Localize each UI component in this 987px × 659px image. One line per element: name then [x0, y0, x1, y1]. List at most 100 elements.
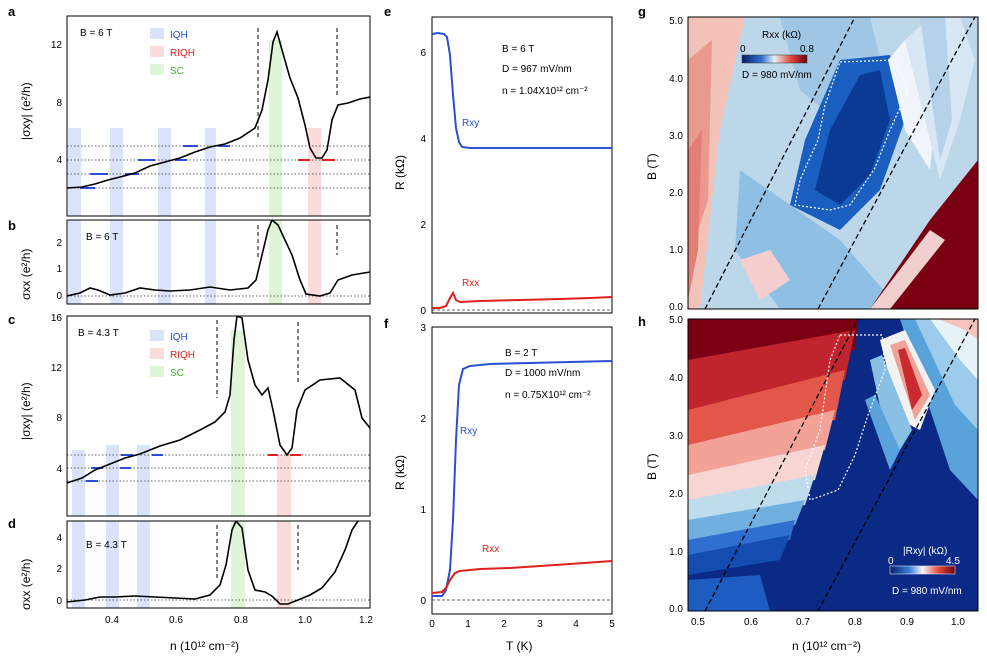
svg-text:0.7: 0.7	[796, 617, 810, 628]
panel-g-dashed-lines	[704, 16, 976, 310]
svg-text:2: 2	[56, 238, 62, 249]
panel-e-yticks: 0 2 4 6	[420, 48, 426, 317]
svg-text:1.0: 1.0	[669, 245, 683, 256]
panel-f-rxy-label: Rxy	[460, 426, 477, 437]
svg-text:1: 1	[465, 619, 471, 630]
panel-h-sc-contour	[804, 334, 886, 501]
legend-sc-swatch	[150, 64, 164, 75]
panel-a-plateau-bars	[80, 145, 335, 189]
panel-e-rxy-curve	[431, 31, 612, 149]
panel-c-label: c	[8, 312, 15, 327]
svg-text:16: 16	[51, 313, 63, 324]
panel-b-ylabel: σxx (e²/h)	[19, 249, 33, 300]
panel-d-yticks: 0 2 4	[56, 533, 62, 607]
svg-text:1: 1	[420, 505, 426, 516]
svg-text:12: 12	[51, 363, 63, 374]
left-xticks: 0.4 0.6 0.8 1.0 1.2	[105, 615, 373, 626]
svg-text:0.6: 0.6	[744, 617, 758, 628]
panel-d-sigma-xx-curve	[67, 521, 359, 605]
panel-e-rxx-curve	[432, 290, 613, 309]
legend-c-sc: SC	[170, 368, 184, 379]
panel-d-frame	[66, 520, 371, 609]
panel-h-frame	[687, 318, 979, 612]
legend-riqh-swatch	[150, 46, 164, 57]
panel-b-dashed-markers	[257, 225, 338, 260]
panel-h-colorbar	[889, 565, 956, 575]
panel-e-rxy-label: Rxy	[462, 118, 479, 129]
svg-text:4: 4	[420, 134, 426, 145]
panel-h-cbar-title: |Rxy| (kΩ)	[903, 546, 947, 557]
panel-b-yticks: 0 1 2	[56, 238, 62, 302]
panel-e-line3: n = 1.04X10¹² cm⁻²	[502, 86, 588, 97]
svg-text:5.0: 5.0	[669, 16, 683, 27]
svg-text:2.0: 2.0	[669, 489, 683, 500]
svg-text:2: 2	[420, 220, 426, 231]
svg-text:1.0: 1.0	[951, 617, 965, 628]
panel-b-shading	[68, 220, 321, 304]
panel-e-label: e	[384, 4, 391, 19]
svg-text:4: 4	[573, 619, 579, 630]
panel-g-sc-contour	[794, 59, 909, 211]
svg-text:8: 8	[56, 413, 62, 424]
panel-d-shading	[72, 521, 291, 608]
svg-text:5: 5	[609, 619, 615, 630]
panel-e-frame	[431, 16, 613, 314]
mid-xticks: 0 1 2 3 4 5	[429, 619, 615, 630]
panel-c-shading	[72, 330, 291, 516]
panel-c-plateau-bars	[86, 454, 301, 482]
panel-f-line1: B = 2 T	[505, 348, 537, 359]
svg-text:0.0: 0.0	[669, 302, 683, 313]
svg-text:1.0: 1.0	[298, 615, 312, 626]
panel-h-ylabel: B (T)	[645, 453, 659, 480]
svg-text:0.8: 0.8	[234, 615, 248, 626]
right-xlabel: n (10¹² cm⁻²)	[792, 639, 861, 653]
panel-a-sigma-xy-curve	[67, 29, 370, 189]
panel-d-dashed-markers	[216, 525, 299, 580]
legend-sc: SC	[170, 66, 184, 77]
legend-c-iqh-swatch	[150, 330, 164, 341]
svg-text:0.8: 0.8	[848, 617, 862, 628]
svg-text:0: 0	[429, 619, 435, 630]
svg-text:1.0: 1.0	[669, 547, 683, 558]
panel-d-field: B = 4.3 T	[86, 540, 127, 551]
svg-text:0: 0	[56, 596, 62, 607]
panel-a-yticks: 4 8 12	[51, 40, 63, 166]
panel-g-D: D = 980 mV/nm	[742, 70, 812, 81]
panel-h-cbar-max: 4.5	[946, 556, 960, 567]
svg-text:0: 0	[420, 306, 426, 317]
panel-f-frame	[431, 326, 613, 615]
panel-h-D: D = 980 mV/nm	[892, 586, 962, 597]
svg-text:1: 1	[56, 264, 62, 275]
panel-c-sigma-xy-curve	[67, 316, 370, 484]
svg-text:0: 0	[56, 291, 62, 302]
legend-c-sc-swatch	[150, 366, 164, 377]
panel-b-sigma-xx-curve	[67, 220, 370, 297]
svg-text:8: 8	[56, 98, 62, 109]
panel-f-yticks: 0 1 2 3	[420, 323, 426, 607]
panel-g-map	[688, 17, 978, 309]
panel-f-ylabel: R (kΩ)	[393, 455, 407, 490]
left-xlabel: n (10¹² cm⁻²)	[170, 639, 239, 653]
panel-f-line3: n = 0.75X10¹² cm⁻²	[505, 390, 591, 401]
panel-g-yticks: 0.0 1.0 2.0 3.0 4.0 5.0	[669, 16, 683, 313]
svg-text:1.2: 1.2	[359, 615, 373, 626]
panel-c-ylabel: |σxy| (e²/h)	[19, 382, 33, 440]
panel-a-ylabel: |σxy| (e²/h)	[19, 82, 33, 140]
svg-text:4: 4	[56, 464, 62, 475]
svg-text:6: 6	[420, 48, 426, 59]
panel-d-label: d	[8, 516, 16, 531]
panel-c-dotted-guides	[67, 454, 370, 482]
panel-h-cbar-min: 0	[888, 556, 894, 567]
svg-text:4.0: 4.0	[669, 74, 683, 85]
panel-c-frame	[66, 315, 371, 517]
legend-iqh: IQH	[170, 30, 188, 41]
svg-text:0: 0	[420, 596, 426, 607]
panel-g-cbar-min: 0	[740, 44, 746, 55]
panel-g-label: g	[638, 4, 646, 19]
panel-h-dashed-lines	[704, 318, 976, 612]
svg-text:0.5: 0.5	[691, 617, 705, 628]
panel-g-cbar-max: 0.8	[800, 44, 814, 55]
svg-text:0.4: 0.4	[105, 615, 119, 626]
svg-text:5.0: 5.0	[669, 315, 683, 326]
svg-text:2: 2	[420, 414, 426, 425]
